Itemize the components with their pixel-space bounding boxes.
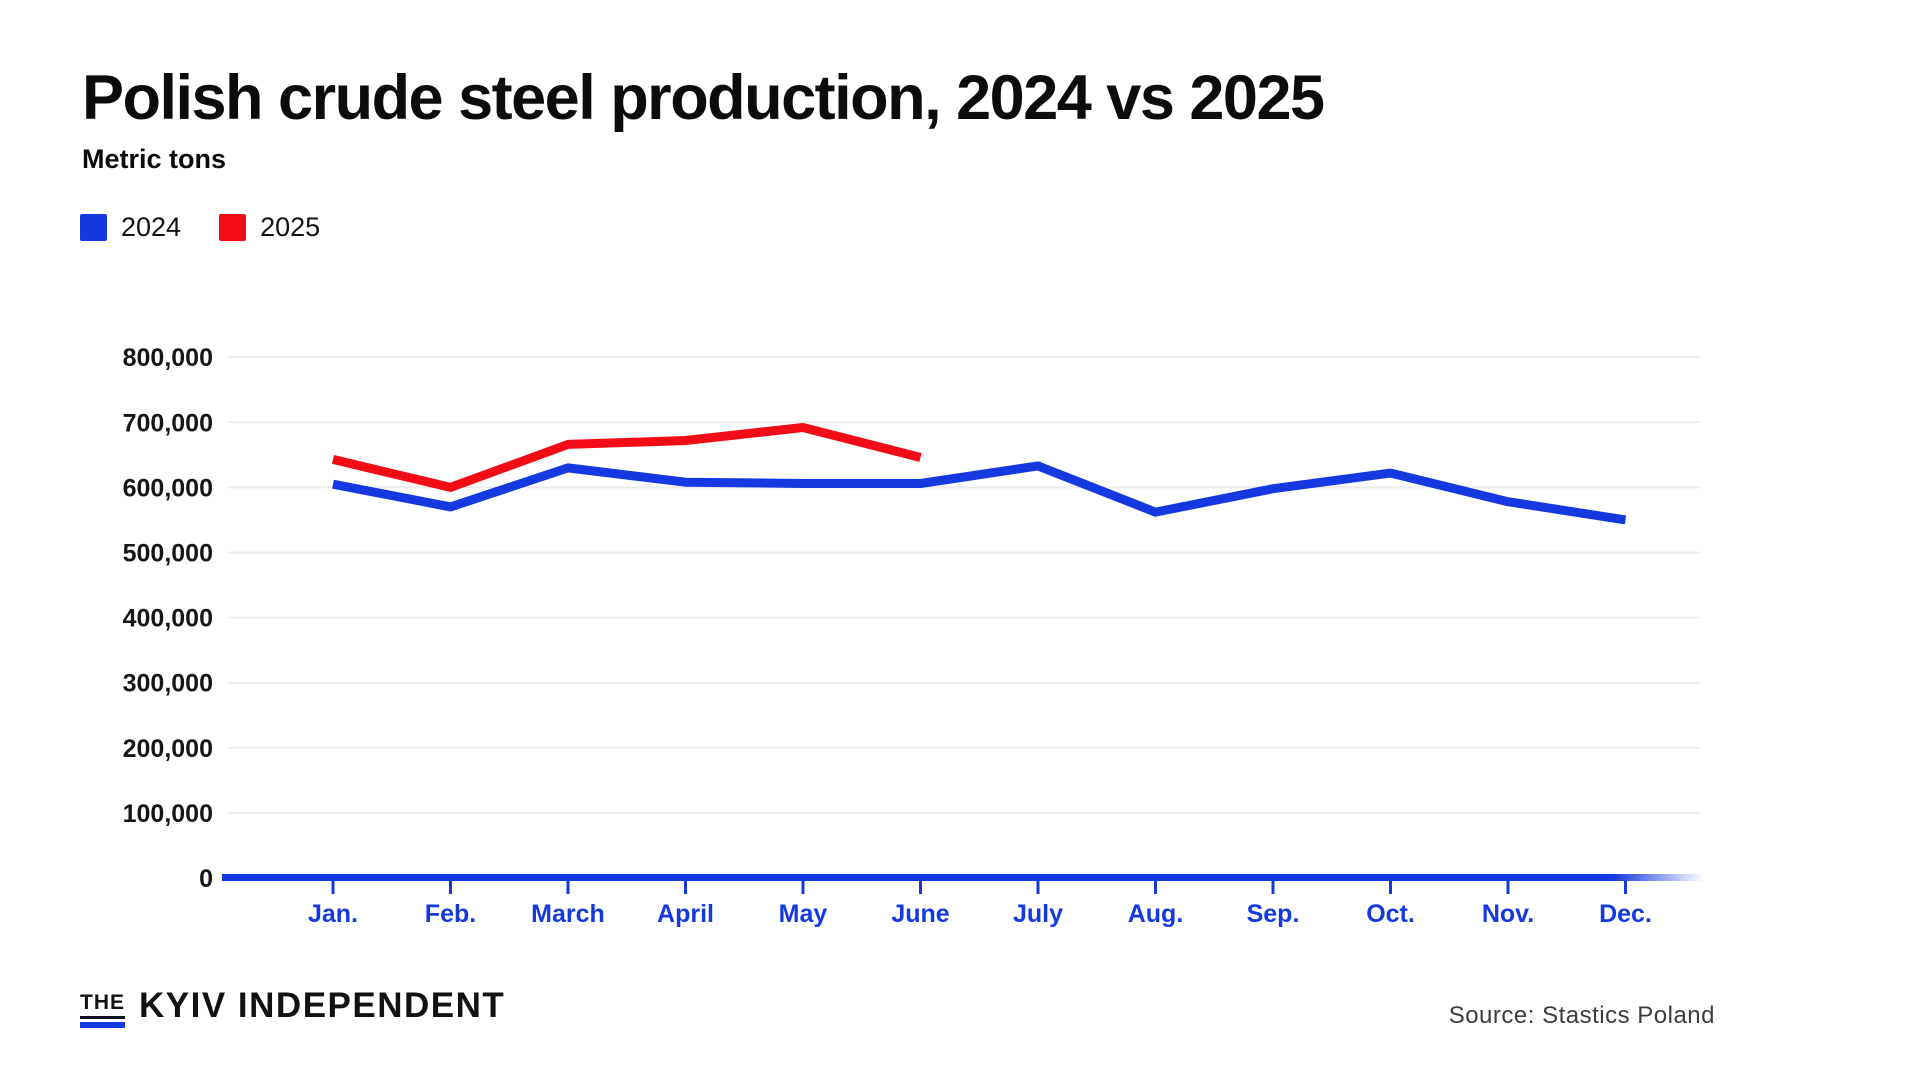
chart-units-subtitle: Metric tons — [82, 144, 227, 174]
svg-text:Nov.: Nov. — [1482, 900, 1534, 928]
svg-text:500,000: 500,000 — [123, 540, 213, 568]
svg-text:0: 0 — [199, 865, 213, 893]
svg-text:Feb.: Feb. — [425, 900, 476, 928]
svg-text:July: July — [1013, 900, 1063, 928]
logo-the-block: THE — [80, 991, 125, 1028]
svg-text:June: June — [891, 900, 949, 928]
svg-text:Jan.: Jan. — [308, 900, 358, 928]
svg-text:100,000: 100,000 — [123, 800, 213, 828]
svg-text:Dec.: Dec. — [1599, 900, 1652, 928]
svg-text:400,000: 400,000 — [123, 605, 213, 633]
svg-text:April: April — [657, 900, 714, 928]
page-title: Polish crude steel production, 2024 vs 2… — [82, 63, 1325, 134]
source-credit: Source: Stastics Poland — [1448, 1002, 1715, 1029]
legend-item-2025: 2025 — [219, 212, 320, 243]
legend-swatch-2025 — [219, 214, 247, 241]
legend-item-2024: 2024 — [80, 212, 181, 243]
chart-legend: 2024 2025 — [80, 212, 320, 243]
x-axis-labels: Jan. Feb. March April May June July Aug. Sep. Oct… — [308, 900, 1652, 928]
svg-text:700,000: 700,000 — [123, 409, 213, 437]
series-line-2024 — [332, 461, 1627, 525]
logo-the-text: THE — [80, 991, 125, 1019]
svg-text:300,000: 300,000 — [123, 670, 213, 698]
legend-label-2024: 2024 — [121, 212, 182, 242]
y-axis-labels: 0 100,000 200,000 300,000 400,000 500,000 600,… — [123, 344, 213, 893]
series-line-2025 — [331, 423, 922, 492]
svg-text:Oct.: Oct. — [1366, 900, 1415, 928]
y-gridlines — [228, 356, 1700, 814]
svg-text:Aug.: Aug. — [1128, 900, 1184, 928]
logo-blue-bar — [80, 1022, 125, 1028]
legend-label-2025: 2025 — [260, 212, 321, 242]
svg-text:Sep.: Sep. — [1247, 900, 1300, 928]
svg-text:600,000: 600,000 — [123, 474, 213, 502]
kyiv-independent-logo: THE KYIV INDEPENDENT — [80, 986, 506, 1028]
svg-text:200,000: 200,000 — [123, 735, 213, 763]
logo-name-text: KYIV INDEPENDENT — [139, 986, 506, 1025]
x-axis-ticks — [331, 881, 1627, 894]
svg-text:May: May — [779, 900, 828, 928]
svg-text:March: March — [531, 900, 605, 928]
legend-swatch-2024 — [80, 214, 107, 241]
svg-text:800,000: 800,000 — [123, 344, 213, 372]
